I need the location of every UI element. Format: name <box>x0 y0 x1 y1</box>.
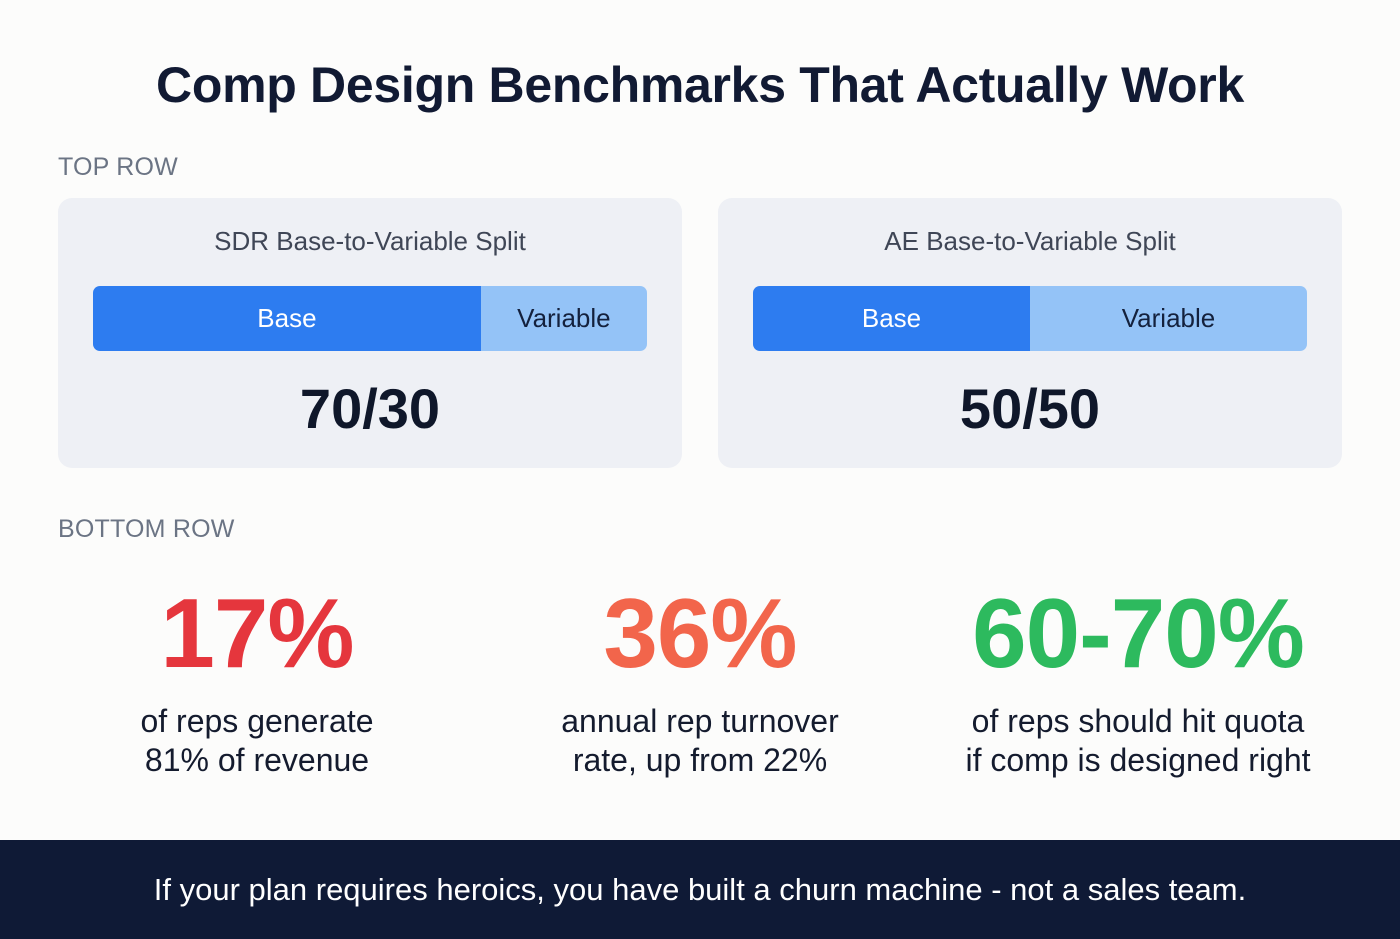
stat-value: 60-70% <box>972 578 1305 688</box>
base-segment: Base <box>753 286 1030 351</box>
section-label-bottom: BOTTOM ROW <box>58 515 235 543</box>
split-bar: Base Variable <box>93 286 647 351</box>
footer-banner: If your plan requires heroics, you have … <box>0 840 1400 939</box>
stat-description-line: if comp is designed right <box>965 742 1311 778</box>
base-segment: Base <box>93 286 481 351</box>
stat-description: of reps should hit quota if comp is desi… <box>918 702 1358 780</box>
card-title: AE Base-to-Variable Split <box>884 226 1176 256</box>
variable-label: Variable <box>1121 303 1216 333</box>
section-label-top: TOP ROW <box>58 153 178 181</box>
stat-description: annual rep turnover rate, up from 22% <box>480 702 920 780</box>
stat-description-line: annual rep turnover <box>561 703 839 739</box>
footer-text: If your plan requires heroics, you have … <box>153 871 1247 907</box>
stat-top-performers: 17% of reps generate 81% of revenue <box>37 578 477 780</box>
stat-description-line: of reps generate <box>140 703 374 739</box>
stat-description-line: of reps should hit quota <box>971 703 1305 739</box>
variable-segment: Variable <box>1030 286 1307 351</box>
stat-turnover: 36% annual rep turnover rate, up from 22… <box>480 578 920 780</box>
stat-value: 17% <box>160 578 354 688</box>
stat-description: of reps generate 81% of revenue <box>37 702 477 780</box>
stat-description-line: 81% of revenue <box>144 742 370 778</box>
sdr-split-card: SDR Base-to-Variable Split Base Variable… <box>58 198 682 468</box>
base-label: Base <box>257 303 317 333</box>
stat-description-line: rate, up from 22% <box>572 742 828 778</box>
card-title: SDR Base-to-Variable Split <box>214 226 526 256</box>
variable-segment: Variable <box>480 286 647 351</box>
split-value: 50/50 <box>959 377 1101 440</box>
stat-value: 36% <box>603 578 797 688</box>
ae-split-card: AE Base-to-Variable Split Base Variable … <box>718 198 1342 468</box>
split-value: 70/30 <box>299 377 441 440</box>
variable-label: Variable <box>517 303 611 333</box>
stat-quota-attainment: 60-70% of reps should hit quota if comp … <box>918 578 1358 780</box>
base-label: Base <box>861 303 922 333</box>
page-title: Comp Design Benchmarks That Actually Wor… <box>156 57 1244 113</box>
split-bar: Base Variable <box>753 286 1307 351</box>
